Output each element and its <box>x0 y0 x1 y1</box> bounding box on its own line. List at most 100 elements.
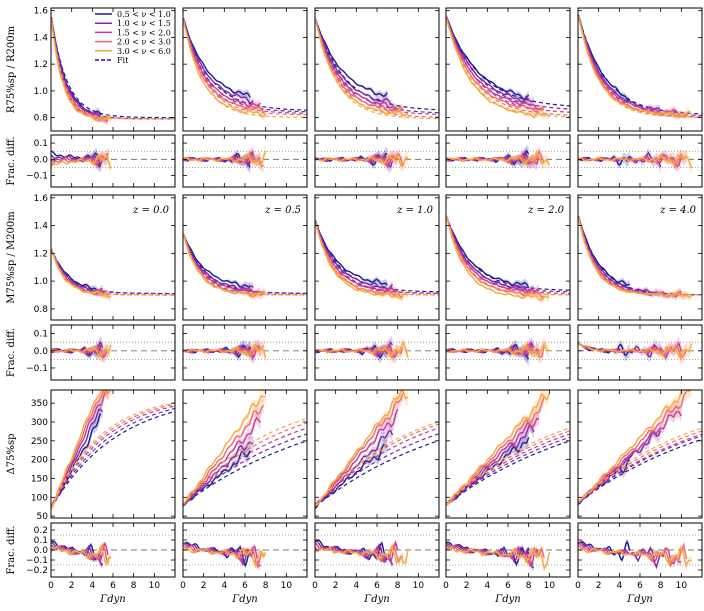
panel-frame <box>50 134 176 188</box>
panel-plot-area <box>51 390 175 510</box>
fit-line <box>446 215 570 293</box>
x-axis-label: Γdyn <box>99 594 125 605</box>
panel-plot-area <box>183 232 307 300</box>
panel-plot-area <box>51 534 175 569</box>
panel-m-0: 0.8 1.0 1.2 1.4 1.6 z = 0.0 <box>34 194 176 321</box>
series-band <box>183 340 254 365</box>
x-tick-label: 8 <box>395 581 401 591</box>
fit-line <box>578 216 702 296</box>
series-band <box>446 390 550 507</box>
series-band <box>578 14 661 116</box>
series-band <box>446 216 539 296</box>
x-tick-label: 4 <box>616 581 622 591</box>
fit-line <box>183 234 307 296</box>
series-line <box>578 153 693 169</box>
legend-label: 1.5 < ν < 2.0 <box>117 28 171 37</box>
y-tick-label: 0.8 <box>34 114 49 124</box>
fit-line <box>578 216 702 296</box>
x-tick-label: 0 <box>48 581 54 591</box>
series-line <box>51 155 109 166</box>
panel-plot-area <box>578 215 702 302</box>
fit-line <box>315 421 439 507</box>
series-line <box>315 544 409 565</box>
panel-r-3 <box>445 7 571 132</box>
series-line <box>183 344 267 359</box>
y-tick-label: 0.8 <box>34 305 49 315</box>
y-tick-label: 1.6 <box>34 194 49 204</box>
panel-plot-area <box>51 336 175 364</box>
fit-line <box>51 407 175 508</box>
y-axis-label: Frac. diff. <box>6 328 17 377</box>
series-band <box>183 398 264 505</box>
series-line <box>183 404 265 505</box>
x-tick-label: 10 <box>281 581 293 591</box>
series-line <box>183 541 251 568</box>
series-band <box>51 147 101 174</box>
x-tick-label: 2 <box>201 581 207 591</box>
series-band <box>315 18 408 120</box>
x-tick-label: 4 <box>353 581 359 591</box>
panel-m-1: z = 0.5 <box>182 194 308 321</box>
series-line <box>51 541 109 563</box>
y-tick-label: 1.4 <box>34 33 49 43</box>
x-tick-label: 8 <box>263 581 269 591</box>
fit-line <box>315 19 439 120</box>
y-tick-label: −0.2 <box>26 566 48 576</box>
panel-plot-area <box>315 534 439 570</box>
fit-line <box>315 423 439 507</box>
y-tick-label: 0.1 <box>34 330 48 340</box>
x-tick-label: 2 <box>69 581 75 591</box>
series-line <box>315 153 409 168</box>
legend-label: 3.0 < ν < 6.0 <box>117 47 171 56</box>
series-band <box>51 248 101 297</box>
y-tick-label: 0.1 <box>34 139 48 149</box>
panel-plot-area <box>315 390 439 510</box>
y-axis-label: M75%sp / M200m <box>6 211 17 304</box>
series-band <box>578 149 692 175</box>
series-line <box>315 539 388 561</box>
fit-line <box>51 410 175 509</box>
y-tick-label: 1.2 <box>34 60 48 70</box>
series-line <box>446 16 530 101</box>
panel-delta-2 <box>314 389 440 519</box>
panel-r_frac-1 <box>182 134 308 188</box>
series-band <box>578 215 682 301</box>
fit-line <box>315 19 439 118</box>
y-tick-label: 1.0 <box>34 87 49 97</box>
panel-plot-area <box>578 336 702 365</box>
series-band <box>51 16 103 122</box>
fit-line <box>315 18 439 111</box>
x-tick-label: 0 <box>443 581 449 591</box>
panel-m_frac-4 <box>577 324 703 381</box>
fit-line <box>446 430 570 505</box>
x-tick-label: 6 <box>242 581 248 591</box>
fit-line <box>51 248 175 295</box>
x-tick-label: 6 <box>637 581 643 591</box>
series-band <box>183 148 261 168</box>
series-band <box>315 390 408 507</box>
series-line <box>446 152 540 166</box>
fit-line <box>183 417 307 505</box>
fit-line <box>578 427 702 503</box>
panel-r-0: 0.8 1.0 1.2 1.4 1.6 <box>34 7 176 132</box>
x-tick-label: 10 <box>676 581 688 591</box>
series-line <box>51 20 112 121</box>
fit-line <box>183 422 307 505</box>
series-band <box>578 336 692 364</box>
y-tick-label: 250 <box>31 437 48 447</box>
fit-line <box>51 18 175 120</box>
redshift-label: z = 4.0 <box>659 205 697 216</box>
series-band <box>315 220 393 294</box>
series-line <box>315 19 404 112</box>
series-line <box>183 395 266 505</box>
series-line <box>183 150 267 166</box>
y-tick-label: 350 <box>31 399 48 409</box>
series-band <box>315 390 403 506</box>
series-band <box>578 14 630 106</box>
x-tick-label: 2 <box>464 581 470 591</box>
panel-m-2: z = 1.0 <box>314 194 440 321</box>
fit-line <box>446 427 570 505</box>
fit-line <box>51 19 175 120</box>
series-band <box>315 338 398 364</box>
y-tick-label: 150 <box>31 474 48 484</box>
